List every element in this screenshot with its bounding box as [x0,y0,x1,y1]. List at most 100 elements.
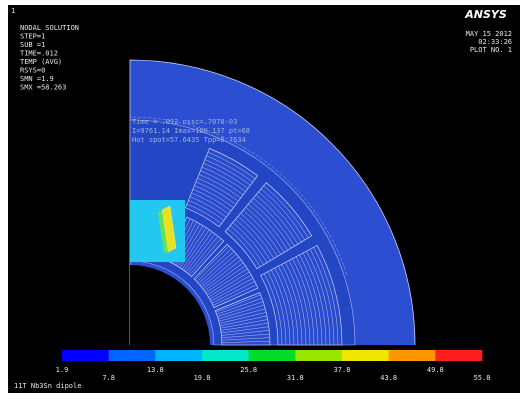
legend-label: 19.8 [194,374,211,382]
conductor [208,271,250,298]
info-line: TEMP (AVG) [20,58,62,66]
legend-label: 43.8 [380,374,397,382]
conductor [221,341,270,343]
legend-band [202,350,249,361]
conductor [197,177,239,202]
conductor [258,191,302,243]
model [129,59,416,346]
conductor [201,256,239,288]
conductor [271,269,291,346]
legend-label: 13.8 [147,366,164,374]
conductor [221,333,270,338]
conductor [218,308,266,322]
legend-band [295,350,343,361]
legend-label: 25.8 [240,366,257,374]
legend-band [342,350,389,361]
conductor [212,284,257,306]
info-line: SMN =1.9 [20,75,54,83]
conductor [295,256,319,346]
conductor [203,163,249,189]
conductor [196,248,232,282]
overlay-line: Time = .012 nssc=.7078-03 [132,118,237,126]
conductor [183,231,213,271]
conductor [221,330,270,336]
conductor [204,159,251,186]
conductor [245,206,285,253]
overlay-line: I=9761.14 Imax=100.137 pt=68 [132,127,250,135]
conductor [204,262,244,292]
legend-band [62,350,109,361]
conductor [263,185,309,238]
conductor [309,249,335,346]
conductor [302,252,327,346]
conductor [211,281,255,304]
conductor [209,274,252,300]
conductor [235,219,271,261]
legend-band [435,350,483,361]
conductor [207,151,256,180]
legend-label: 55.8 [474,374,491,382]
conductor [216,298,263,315]
conductor [217,301,264,317]
conductor [181,229,210,270]
labels: 1 ANSYS [11,7,507,21]
conductor [199,253,237,286]
conductor [192,189,232,211]
overlay-line: Hot spot=57.6435 Tpp=8.7634 [132,136,246,144]
conductor [306,251,331,346]
timestamp-line: 02:33:26 [478,38,512,46]
outer-coil-block [260,245,343,346]
info-line: RSYS=0 [20,67,45,75]
timestamp-line: MAY 15 2012 [466,30,512,38]
conductor [274,267,295,346]
legend-label: 49.8 [427,366,444,374]
conductor [240,213,278,257]
window-number: 1 [11,7,15,15]
conductor [243,210,282,255]
info-line: STEP=1 [20,33,45,41]
pole-block [130,200,185,262]
yoke-outline [129,59,416,346]
conductor [215,294,261,313]
conductor [220,322,269,331]
conductor [219,315,267,327]
conductor [194,245,230,281]
conductor [227,228,261,267]
conductor [250,200,292,249]
legend-label: 37.8 [334,366,351,374]
conductor [230,225,264,265]
legend-label: 7.8 [102,374,115,382]
conductor [278,266,299,346]
conductor [218,305,265,320]
conductor [264,273,283,346]
conductor [186,203,222,224]
conductor [299,254,323,346]
conductor [205,265,246,294]
conductor [313,247,339,346]
conductor [195,181,237,205]
conductor [189,196,227,218]
legend-band [388,350,436,361]
legend-label: 1.9 [56,366,69,374]
conductor [237,216,275,259]
info-line: NODAL SOLUTION [20,24,79,32]
timestamp-line: PLOT NO. 1 [470,46,512,54]
conductor [206,155,253,183]
legend-band [108,350,156,361]
conductor [200,170,244,196]
info-line: TIME=.012 [20,50,58,58]
conductor [191,192,229,215]
conductor [220,319,268,329]
logo: ANSYS [464,8,507,21]
conductor [198,251,235,284]
conductor [292,258,315,346]
legend-label: 31.8 [287,374,304,382]
caption: 11T Nb3Sn dipole [14,382,81,390]
warm-zone [158,210,168,254]
info-line: SMX =58.263 [20,84,66,92]
bore [130,265,210,345]
legend-band [155,350,203,361]
conductor [253,197,295,247]
conductor [267,271,287,346]
